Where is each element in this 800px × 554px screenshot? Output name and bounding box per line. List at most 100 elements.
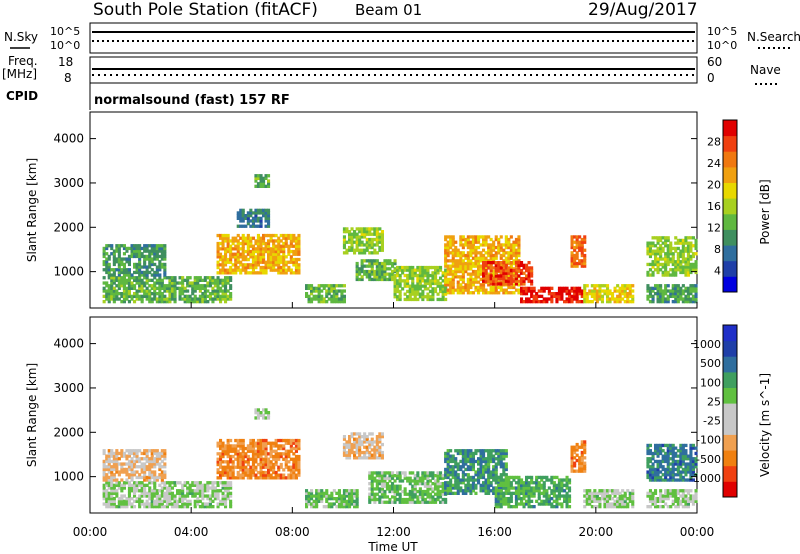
heatmap-cell (431, 495, 435, 499)
heatmap-cell (527, 505, 531, 509)
heatmap-cell (168, 278, 172, 282)
heatmap-cell (236, 441, 240, 445)
heatmap-cell (651, 262, 655, 267)
heatmap-cell (226, 297, 230, 301)
heatmap-cell (254, 457, 258, 461)
heatmap-cell (102, 489, 106, 493)
heatmap-cell (143, 273, 147, 277)
heatmap-cell (148, 278, 152, 282)
heatmap-cell (568, 497, 572, 501)
heatmap-cell (499, 266, 503, 270)
heatmap-cell (681, 249, 685, 253)
heatmap-cell (565, 289, 569, 293)
heatmap-cell (102, 497, 106, 501)
heatmap-cell (221, 486, 225, 490)
heatmap-cell (251, 444, 255, 448)
heatmap-cell (494, 481, 498, 485)
heatmap-cell (378, 476, 382, 480)
heatmap-cell (165, 286, 169, 290)
heatmap-cell (396, 295, 400, 299)
heatmap-cell (403, 265, 407, 270)
heatmap-cell (244, 214, 248, 218)
heatmap-cell (181, 297, 185, 301)
heatmap-cell (568, 486, 572, 490)
heatmap-cell (186, 489, 190, 493)
heatmap-cell (441, 497, 445, 502)
heatmap-cell (489, 459, 493, 464)
heatmap-cell (454, 483, 458, 487)
heatmap-cell (378, 500, 382, 504)
heatmap-cell (327, 286, 331, 290)
heatmap-cell (679, 262, 683, 267)
heatmap-cell (681, 289, 685, 293)
heatmap-cell (350, 450, 354, 455)
heatmap-cell (664, 300, 668, 304)
heatmap-cell (322, 297, 326, 301)
heatmap-cell (355, 227, 359, 231)
heatmap-cell (153, 489, 157, 493)
heatmap-cell (183, 497, 187, 501)
heatmap-cell (588, 502, 592, 506)
heatmap-cell (256, 411, 260, 415)
y-tick-label: 3000 (53, 176, 84, 190)
heatmap-cell (532, 481, 536, 485)
heatmap-cell (482, 459, 486, 464)
heatmap-cell (456, 483, 460, 487)
heatmap-cell (671, 257, 675, 261)
heatmap-cell (246, 473, 250, 477)
heatmap-cell (492, 272, 496, 276)
heatmap-cell (368, 227, 372, 231)
heatmap-cell (479, 285, 483, 290)
heatmap-cell (153, 252, 157, 256)
heatmap-cell (130, 249, 134, 253)
heatmap-cell (198, 494, 202, 498)
heatmap-cell (115, 297, 119, 301)
heatmap-cell (479, 235, 483, 239)
heatmap-cell (256, 241, 260, 246)
heatmap-cell (530, 279, 534, 283)
heatmap-cell (385, 500, 389, 504)
heatmap-cell (651, 236, 655, 240)
heatmap-cell (484, 240, 488, 244)
heatmap-cell (254, 247, 258, 251)
heatmap-cell (188, 276, 192, 280)
heatmap-cell (115, 289, 119, 293)
heatmap-cell (507, 261, 511, 266)
heatmap-cell (403, 268, 407, 272)
heatmap-cell (317, 494, 321, 498)
heatmap-cell (431, 474, 435, 478)
heatmap-cell (226, 244, 230, 248)
heatmap-cell (153, 273, 157, 277)
heatmap-cell (664, 244, 668, 248)
heatmap-cell (477, 470, 481, 474)
heatmap-cell (557, 292, 561, 296)
heatmap-cell (578, 466, 582, 471)
heatmap-cell (547, 502, 551, 506)
heatmap-cell (593, 489, 597, 493)
heatmap-cell (294, 247, 298, 251)
heatmap-cell (163, 286, 167, 290)
heatmap-cell (469, 462, 473, 466)
heatmap-cell (681, 241, 685, 245)
heatmap-cell (138, 268, 142, 272)
heatmap-cell (469, 280, 473, 284)
heatmap-cell (203, 294, 207, 298)
heatmap-cell (246, 257, 250, 262)
heatmap-cell (477, 240, 481, 244)
heatmap-cell (525, 494, 529, 498)
heatmap-cell (145, 478, 149, 482)
heatmap-cell (203, 286, 207, 290)
heatmap-cell (236, 449, 240, 453)
heatmap-cell (150, 473, 154, 477)
heatmap-cell (279, 462, 283, 467)
heatmap-cell (669, 252, 673, 256)
heatmap-cell (482, 473, 486, 477)
heatmap-cell (499, 459, 503, 464)
heatmap-cell (464, 491, 468, 495)
heatmap-cell (226, 257, 230, 262)
heatmap-cell (249, 476, 253, 480)
heatmap-cell (168, 489, 172, 493)
heatmap-cell (269, 263, 273, 267)
heatmap-cell (272, 247, 276, 251)
heatmap-cell (292, 233, 296, 238)
